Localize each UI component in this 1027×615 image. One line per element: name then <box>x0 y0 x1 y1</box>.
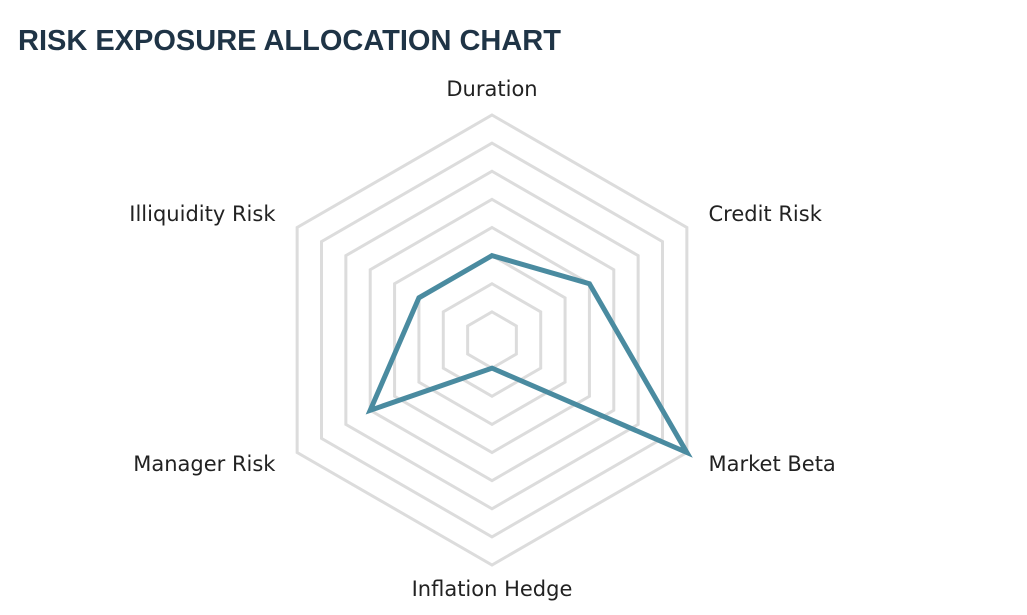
axis-label: Inflation Hedge <box>412 577 573 601</box>
axis-label: Duration <box>446 77 537 101</box>
axis-label: Credit Risk <box>709 202 823 226</box>
grid-ring <box>417 253 567 427</box>
axis-label: Manager Risk <box>133 452 276 476</box>
axis-label: Market Beta <box>709 452 836 476</box>
grid-ring <box>320 141 664 539</box>
grid-ring <box>344 169 640 511</box>
chart-title: RISK EXPOSURE ALLOCATION CHART <box>18 25 561 57</box>
grid-ring <box>441 282 543 398</box>
grid-ring <box>368 197 616 483</box>
data-polygon <box>365 252 693 458</box>
grid-ring <box>295 113 689 567</box>
grid-ring <box>393 225 591 455</box>
axis-label: Illiquidity Risk <box>129 202 276 226</box>
grid-ring <box>466 310 518 370</box>
